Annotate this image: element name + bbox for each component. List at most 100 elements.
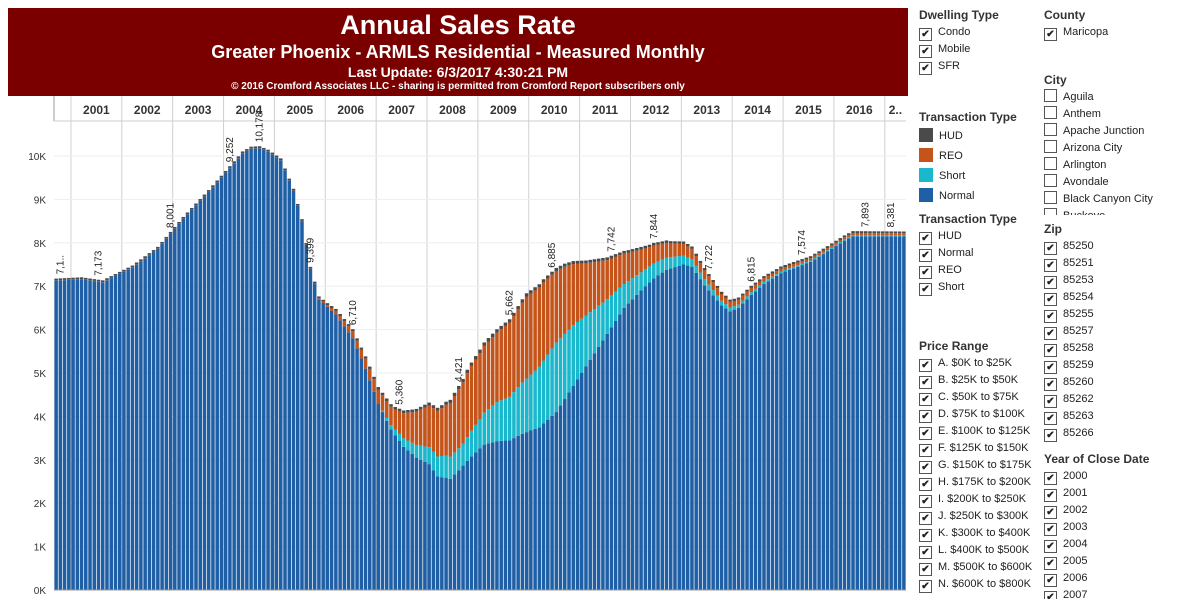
filter-option-85253[interactable]: ✔ 85253 [1044, 272, 1194, 289]
checked-checkbox[interactable]: ✔ [1044, 574, 1057, 587]
checked-checkbox[interactable]: ✔ [1044, 540, 1057, 553]
checked-checkbox[interactable]: ✔ [919, 45, 932, 58]
unchecked-checkbox[interactable] [1044, 208, 1057, 215]
filter-option-g-150k-to-175k[interactable]: ✔ G. $150K to $175K [919, 457, 1041, 474]
filter-option-85254[interactable]: ✔ 85254 [1044, 289, 1194, 306]
filter-option-normal[interactable]: ✔ Normal [919, 245, 1039, 262]
filter-option-reo[interactable]: ✔ REO [919, 262, 1039, 279]
checked-checkbox[interactable]: ✔ [919, 410, 932, 423]
legend-item-reo[interactable]: REO [919, 146, 1039, 166]
checked-checkbox[interactable]: ✔ [1044, 523, 1057, 536]
filter-option-a-0k-to-25k[interactable]: ✔ A. $0K to $25K [919, 355, 1041, 372]
filter-option-85259[interactable]: ✔ 85259 [1044, 357, 1194, 374]
checked-checkbox[interactable]: ✔ [1044, 293, 1057, 306]
checked-checkbox[interactable]: ✔ [1044, 506, 1057, 519]
filter-option-k-300k-to-400k[interactable]: ✔ K. $300K to $400K [919, 525, 1041, 542]
filter-option-buckeye[interactable]: Buckeye [1044, 208, 1194, 215]
filter-option-f-125k-to-150k[interactable]: ✔ F. $125K to $150K [919, 440, 1041, 457]
filter-option-l-400k-to-500k[interactable]: ✔ L. $400K to $500K [919, 542, 1041, 559]
checked-checkbox[interactable]: ✔ [1044, 242, 1057, 255]
unchecked-checkbox[interactable] [1044, 106, 1057, 119]
sales-rate-chart[interactable]: 2001 2002 2003 2004 2005 2006 2007 2008 2009 2010… [0, 96, 910, 599]
filter-option-2007[interactable]: ✔ 2007 [1044, 587, 1194, 599]
legend-item-hud[interactable]: HUD [919, 126, 1039, 146]
filter-option-2004[interactable]: ✔ 2004 [1044, 536, 1194, 553]
filter-option-2005[interactable]: ✔ 2005 [1044, 553, 1194, 570]
filter-option-arlington[interactable]: Arlington [1044, 157, 1194, 174]
unchecked-checkbox[interactable] [1044, 123, 1057, 136]
checked-checkbox[interactable]: ✔ [919, 249, 932, 262]
checked-checkbox[interactable]: ✔ [919, 393, 932, 406]
unchecked-checkbox[interactable] [1044, 89, 1057, 102]
filter-option-85263[interactable]: ✔ 85263 [1044, 408, 1194, 425]
checked-checkbox[interactable]: ✔ [919, 580, 932, 593]
filter-option-85262[interactable]: ✔ 85262 [1044, 391, 1194, 408]
filter-option-m-500k-to-600k[interactable]: ✔ M. $500K to $600K [919, 559, 1041, 576]
unchecked-checkbox[interactable] [1044, 191, 1057, 204]
filter-option-85258[interactable]: ✔ 85258 [1044, 340, 1194, 357]
checked-checkbox[interactable]: ✔ [919, 478, 932, 491]
checked-checkbox[interactable]: ✔ [919, 232, 932, 245]
filter-option-c-50k-to-75k[interactable]: ✔ C. $50K to $75K [919, 389, 1041, 406]
checked-checkbox[interactable]: ✔ [919, 266, 932, 279]
unchecked-checkbox[interactable] [1044, 140, 1057, 153]
checked-checkbox[interactable]: ✔ [1044, 327, 1057, 340]
filter-option-avondale[interactable]: Avondale [1044, 174, 1194, 191]
filter-option-hud[interactable]: ✔ HUD [919, 228, 1039, 245]
checked-checkbox[interactable]: ✔ [919, 359, 932, 372]
checked-checkbox[interactable]: ✔ [1044, 276, 1057, 289]
checked-checkbox[interactable]: ✔ [919, 376, 932, 389]
checked-checkbox[interactable]: ✔ [919, 28, 932, 41]
filter-option-b-25k-to-50k[interactable]: ✔ B. $25K to $50K [919, 372, 1041, 389]
filter-option-maricopa[interactable]: ✔ Maricopa [1044, 24, 1194, 41]
checked-checkbox[interactable]: ✔ [919, 444, 932, 457]
checked-checkbox[interactable]: ✔ [919, 495, 932, 508]
checked-checkbox[interactable]: ✔ [1044, 344, 1057, 357]
filter-option-condo[interactable]: ✔ Condo [919, 24, 1039, 41]
filter-option-n-600k-to-800k[interactable]: ✔ N. $600K to $800K [919, 576, 1041, 593]
checked-checkbox[interactable]: ✔ [919, 427, 932, 440]
checked-checkbox[interactable]: ✔ [1044, 28, 1057, 41]
filter-option-85260[interactable]: ✔ 85260 [1044, 374, 1194, 391]
filter-option-sfr[interactable]: ✔ SFR [919, 58, 1039, 75]
filter-option-mobile[interactable]: ✔ Mobile [919, 41, 1039, 58]
checked-checkbox[interactable]: ✔ [919, 283, 932, 296]
filter-option-e-100k-to-125k[interactable]: ✔ E. $100K to $125K [919, 423, 1041, 440]
unchecked-checkbox[interactable] [1044, 174, 1057, 187]
filter-option-aguila[interactable]: Aguila [1044, 89, 1194, 106]
filter-option-d-75k-to-100k[interactable]: ✔ D. $75K to $100K [919, 406, 1041, 423]
filter-option-85251[interactable]: ✔ 85251 [1044, 255, 1194, 272]
checked-checkbox[interactable]: ✔ [919, 563, 932, 576]
checked-checkbox[interactable]: ✔ [1044, 591, 1057, 599]
checked-checkbox[interactable]: ✔ [1044, 259, 1057, 272]
unchecked-checkbox[interactable] [1044, 157, 1057, 170]
checked-checkbox[interactable]: ✔ [1044, 472, 1057, 485]
checked-checkbox[interactable]: ✔ [1044, 557, 1057, 570]
filter-option-i-200k-to-250k[interactable]: ✔ I. $200K to $250K [919, 491, 1041, 508]
filter-option-black-canyon-city[interactable]: Black Canyon City [1044, 191, 1194, 208]
checked-checkbox[interactable]: ✔ [1044, 361, 1057, 374]
checked-checkbox[interactable]: ✔ [1044, 378, 1057, 391]
checked-checkbox[interactable]: ✔ [919, 546, 932, 559]
checked-checkbox[interactable]: ✔ [919, 62, 932, 75]
filter-option-h-175k-to-200k[interactable]: ✔ H. $175K to $200K [919, 474, 1041, 491]
checked-checkbox[interactable]: ✔ [1044, 395, 1057, 408]
filter-option-2000[interactable]: ✔ 2000 [1044, 468, 1194, 485]
checked-checkbox[interactable]: ✔ [919, 512, 932, 525]
checked-checkbox[interactable]: ✔ [919, 461, 932, 474]
filter-option-85257[interactable]: ✔ 85257 [1044, 323, 1194, 340]
filter-option-2003[interactable]: ✔ 2003 [1044, 519, 1194, 536]
filter-option-apache-junction[interactable]: Apache Junction [1044, 123, 1194, 140]
legend-item-normal[interactable]: Normal [919, 186, 1039, 206]
filter-option-2002[interactable]: ✔ 2002 [1044, 502, 1194, 519]
checked-checkbox[interactable]: ✔ [1044, 412, 1057, 425]
checked-checkbox[interactable]: ✔ [919, 529, 932, 542]
filter-option-short[interactable]: ✔ Short [919, 279, 1039, 296]
legend-item-short[interactable]: Short [919, 166, 1039, 186]
filter-option-85250[interactable]: ✔ 85250 [1044, 238, 1194, 255]
filter-option-2001[interactable]: ✔ 2001 [1044, 485, 1194, 502]
checked-checkbox[interactable]: ✔ [1044, 429, 1057, 442]
filter-option-arizona-city[interactable]: Arizona City [1044, 140, 1194, 157]
filter-option-85266[interactable]: ✔ 85266 [1044, 425, 1194, 442]
filter-option-j-250k-to-300k[interactable]: ✔ J. $250K to $300K [919, 508, 1041, 525]
